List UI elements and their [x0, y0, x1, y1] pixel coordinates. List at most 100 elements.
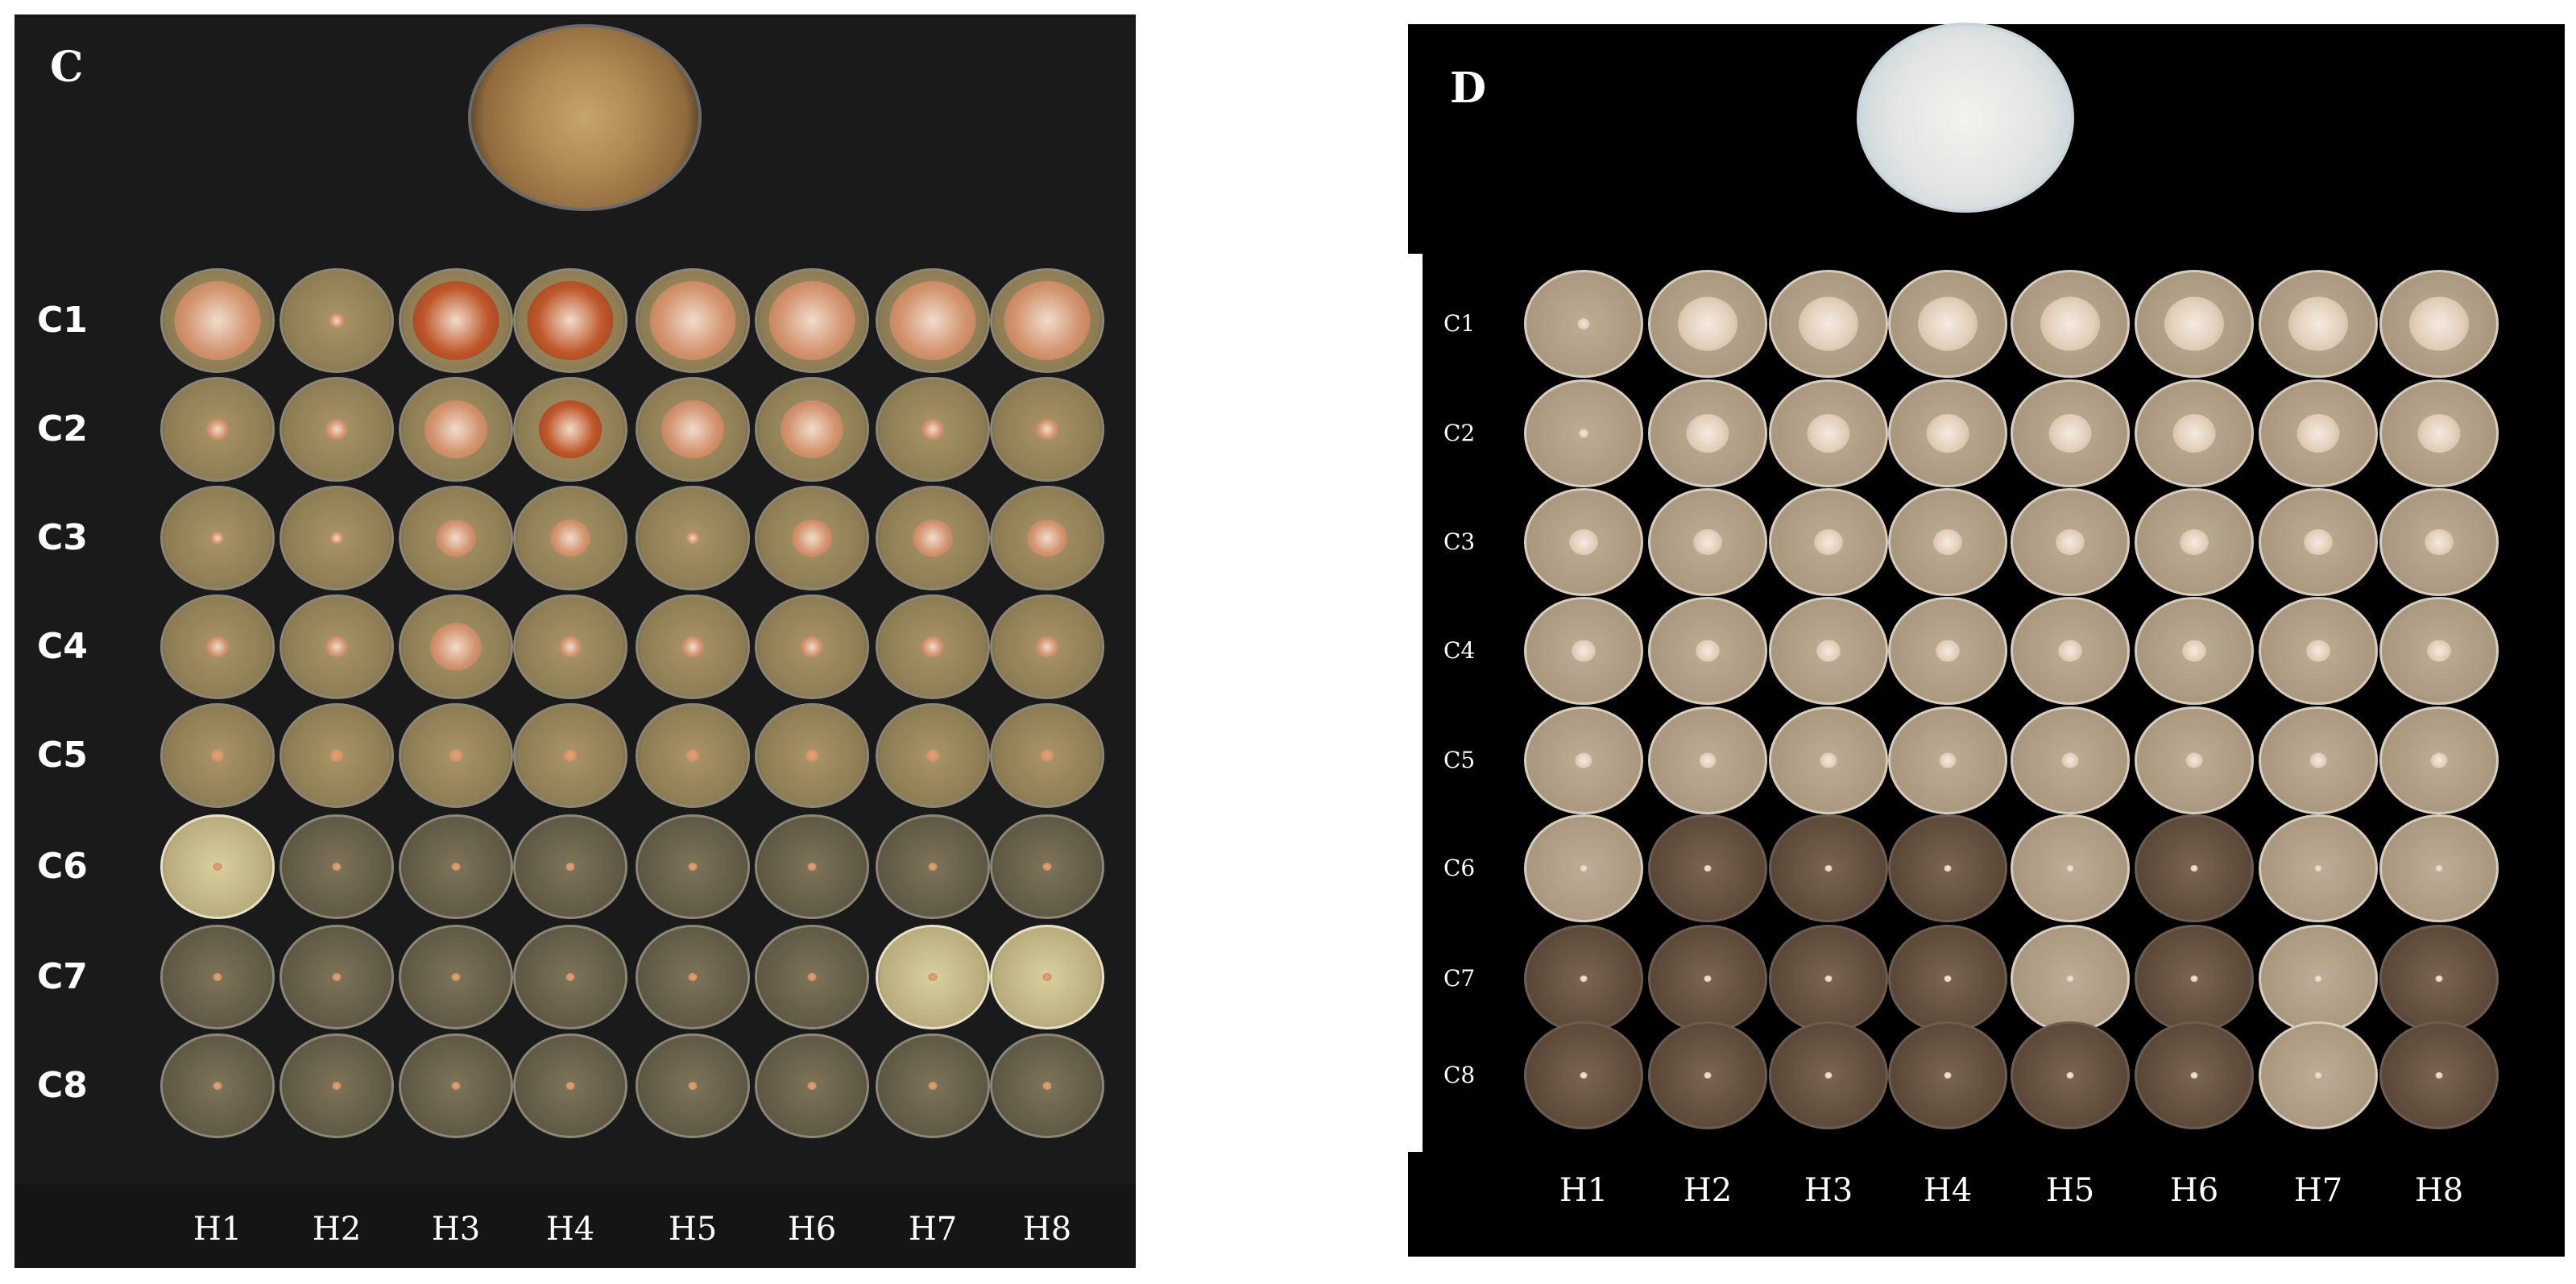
fungal-colony	[2172, 414, 2216, 453]
row-label: C2	[1443, 420, 1476, 446]
fungal-colony	[325, 419, 348, 440]
fungal-colony	[1042, 973, 1052, 981]
column-label: H3	[1804, 1172, 1853, 1209]
column-label: H6	[2169, 1172, 2219, 1209]
fungal-colony	[1572, 640, 1596, 662]
fungal-colony	[1807, 414, 1850, 453]
petri-dish	[2011, 597, 2130, 705]
fungal-colony	[206, 636, 229, 657]
column-label: H5	[668, 1211, 718, 1248]
column-label: H5	[2045, 1172, 2095, 1209]
fungal-colony	[1577, 318, 1590, 329]
fungal-colony	[1036, 636, 1058, 657]
fungal-colony	[565, 863, 575, 871]
fungal-colony	[807, 1082, 817, 1090]
fungal-colony	[329, 532, 344, 545]
row-label: C4	[1443, 637, 1476, 664]
fungal-colony	[1580, 865, 1588, 872]
fungal-colony	[1569, 529, 1598, 555]
petri-dish	[990, 594, 1104, 699]
fungal-colony	[2417, 414, 2461, 453]
row-label: C3	[1443, 528, 1476, 555]
petri-dish	[1648, 814, 1767, 922]
petri-dish	[755, 1033, 869, 1138]
fungal-colony	[2296, 414, 2340, 453]
petri-dish	[2011, 925, 2130, 1033]
fungal-colony	[213, 1082, 222, 1090]
reference-petri-dish	[468, 24, 702, 211]
fungal-colony	[1699, 752, 1717, 768]
column-label: H1	[1559, 1172, 1609, 1209]
fungal-colony	[2314, 975, 2322, 982]
fungal-colony	[451, 1082, 461, 1090]
column-label: H8	[1022, 1211, 1072, 1248]
fungal-colony	[1686, 414, 1729, 453]
petri-dish	[280, 703, 394, 808]
fungal-colony	[329, 749, 344, 762]
fungal-colony	[1933, 529, 1962, 555]
fungal-colony	[681, 636, 704, 657]
column-label: H7	[908, 1211, 958, 1248]
fungal-colony	[2435, 975, 2443, 982]
fungal-colony	[649, 281, 736, 360]
fungal-colony	[1918, 296, 1978, 351]
fungal-colony	[2066, 1072, 2074, 1079]
fungal-colony	[2314, 1072, 2322, 1079]
row-label: C7	[37, 956, 88, 997]
fungal-colony	[206, 419, 229, 440]
fungal-colony	[332, 973, 342, 981]
fungal-colony	[1814, 529, 1843, 555]
fungal-colony	[436, 520, 476, 557]
fungal-colony	[2164, 296, 2224, 351]
fungal-colony	[2190, 975, 2198, 982]
petri-dish	[1648, 597, 1767, 705]
fungal-colony	[325, 636, 348, 657]
fungal-colony	[210, 532, 225, 545]
fungal-colony	[688, 863, 698, 871]
fungal-colony	[1824, 865, 1833, 872]
reference-petri-dish	[1857, 23, 2074, 213]
fungal-colony	[2435, 1072, 2443, 1079]
fungal-colony	[768, 281, 855, 360]
fungal-colony	[805, 749, 819, 762]
fungal-colony	[928, 863, 938, 871]
fungal-colony	[2427, 640, 2451, 662]
fungal-colony	[2409, 296, 2469, 351]
fungal-colony	[1824, 1072, 1833, 1079]
fungal-colony	[661, 400, 724, 458]
fungal-colony	[921, 419, 944, 440]
column-label: H2	[312, 1211, 362, 1248]
fungal-colony	[1580, 1072, 1588, 1079]
fungal-colony	[425, 400, 487, 458]
fungal-colony	[1820, 752, 1837, 768]
row-label: C1	[1443, 310, 1476, 337]
petri-dish	[2379, 488, 2499, 596]
column-label: H6	[787, 1211, 837, 1248]
fungal-colony	[2048, 414, 2092, 453]
fungal-colony	[921, 636, 944, 657]
fungal-colony	[1799, 296, 1858, 351]
fungal-colony	[928, 1082, 938, 1090]
fungal-colony	[2061, 752, 2079, 768]
row-label: C6	[1443, 855, 1476, 881]
row-label: C4	[37, 626, 88, 667]
fungal-colony	[688, 973, 698, 981]
fungal-colony	[213, 863, 222, 871]
fungal-colony	[332, 863, 342, 871]
fungal-colony	[2180, 529, 2209, 555]
petri-dish	[876, 486, 990, 590]
fungal-colony	[889, 281, 976, 360]
fungal-colony	[565, 1082, 575, 1090]
fungal-colony	[430, 623, 482, 671]
row-label: C5	[1443, 747, 1476, 773]
fungal-colony	[1944, 1072, 1952, 1079]
fungal-colony	[1678, 296, 1737, 351]
fungal-colony	[174, 281, 261, 360]
fungal-colony	[412, 281, 499, 360]
fungal-colony	[792, 520, 832, 557]
fungal-colony	[2435, 865, 2443, 872]
petri-dish	[280, 1033, 394, 1138]
panel-border	[1408, 254, 1423, 1152]
fungal-colony	[2425, 529, 2454, 555]
fungal-colony	[1936, 640, 1960, 662]
